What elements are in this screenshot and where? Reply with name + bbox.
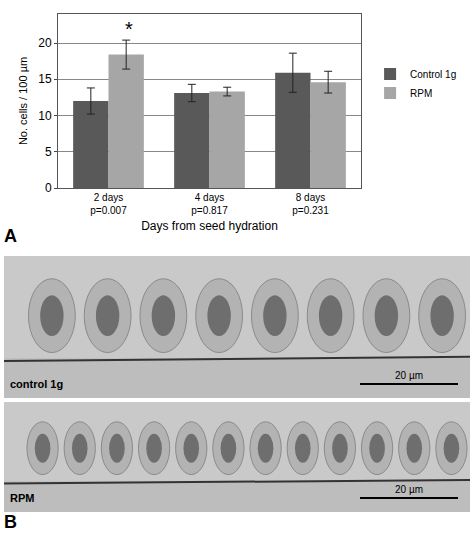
svg-text:8 daysp=0.231: 8 daysp=0.231 xyxy=(292,192,329,216)
svg-text:*: * xyxy=(125,18,133,40)
svg-text:Control 1g: Control 1g xyxy=(410,69,456,80)
svg-text:20 µm: 20 µm xyxy=(395,484,423,495)
svg-text:2 daysp=0.007: 2 daysp=0.007 xyxy=(90,192,127,216)
svg-text:0: 0 xyxy=(45,181,52,195)
svg-text:20 µm: 20 µm xyxy=(395,370,423,381)
html-text:A: A xyxy=(4,226,17,246)
svg-text:Days from seed hydration: Days from seed hydration xyxy=(141,219,278,233)
svg-text:RPM: RPM xyxy=(10,492,34,504)
svg-text:15: 15 xyxy=(38,72,52,86)
svg-text:RPM: RPM xyxy=(410,88,432,99)
svg-text:10: 10 xyxy=(38,109,52,123)
svg-text:4 daysp=0.817: 4 daysp=0.817 xyxy=(191,192,228,216)
html-text:B: B xyxy=(4,512,17,532)
svg-text:5: 5 xyxy=(45,145,52,159)
svg-text:control 1g: control 1g xyxy=(10,378,63,390)
svg-text:20: 20 xyxy=(38,36,52,50)
svg-text:No. cells / 100 µm: No. cells / 100 µm xyxy=(17,57,29,145)
